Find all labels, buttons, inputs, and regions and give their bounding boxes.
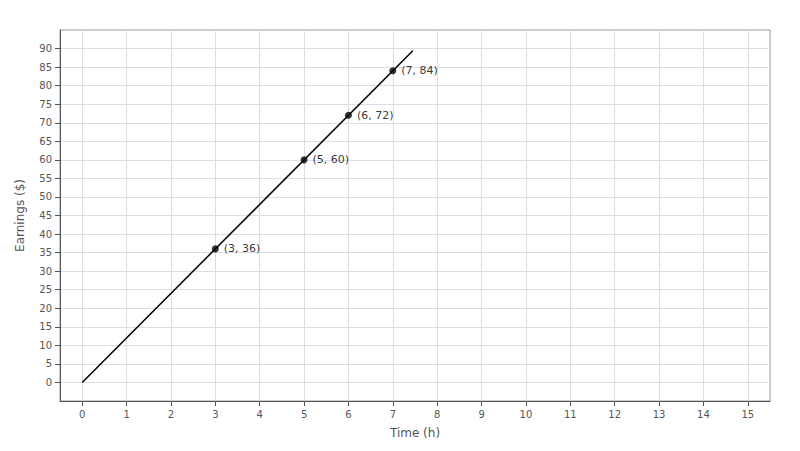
svg-text:(7, 84): (7, 84) xyxy=(401,64,438,77)
svg-text:Earnings ($): Earnings ($) xyxy=(13,179,27,252)
svg-text:65: 65 xyxy=(39,136,52,147)
svg-text:5: 5 xyxy=(301,409,307,420)
svg-text:9: 9 xyxy=(478,409,484,420)
svg-text:40: 40 xyxy=(39,229,52,240)
svg-text:0: 0 xyxy=(46,377,52,388)
svg-text:(5, 60): (5, 60) xyxy=(313,153,350,166)
svg-text:12: 12 xyxy=(608,409,621,420)
svg-text:3: 3 xyxy=(212,409,218,420)
svg-text:45: 45 xyxy=(39,210,52,221)
svg-text:70: 70 xyxy=(39,117,52,128)
svg-text:35: 35 xyxy=(39,247,52,258)
svg-text:25: 25 xyxy=(39,284,52,295)
svg-text:15: 15 xyxy=(741,409,754,420)
svg-text:(6, 72): (6, 72) xyxy=(357,109,394,122)
svg-text:7: 7 xyxy=(390,409,396,420)
svg-text:6: 6 xyxy=(345,409,351,420)
svg-text:8: 8 xyxy=(434,409,440,420)
svg-text:55: 55 xyxy=(39,173,52,184)
svg-text:60: 60 xyxy=(39,154,52,165)
svg-text:11: 11 xyxy=(564,409,577,420)
svg-text:90: 90 xyxy=(39,43,52,54)
svg-text:75: 75 xyxy=(39,99,52,110)
svg-text:10: 10 xyxy=(39,340,52,351)
svg-text:(3, 36): (3, 36) xyxy=(224,242,261,255)
svg-text:20: 20 xyxy=(39,303,52,314)
svg-text:50: 50 xyxy=(39,191,52,202)
svg-text:4: 4 xyxy=(257,409,263,420)
svg-text:2: 2 xyxy=(168,409,174,420)
svg-text:14: 14 xyxy=(697,409,710,420)
svg-text:15: 15 xyxy=(39,321,52,332)
svg-text:13: 13 xyxy=(653,409,666,420)
svg-text:0: 0 xyxy=(79,409,85,420)
svg-text:Time (h): Time (h) xyxy=(389,426,440,440)
svg-text:85: 85 xyxy=(39,62,52,73)
svg-text:30: 30 xyxy=(39,266,52,277)
svg-text:80: 80 xyxy=(39,80,52,91)
svg-text:5: 5 xyxy=(46,358,52,369)
svg-text:10: 10 xyxy=(520,409,533,420)
svg-text:1: 1 xyxy=(123,409,129,420)
